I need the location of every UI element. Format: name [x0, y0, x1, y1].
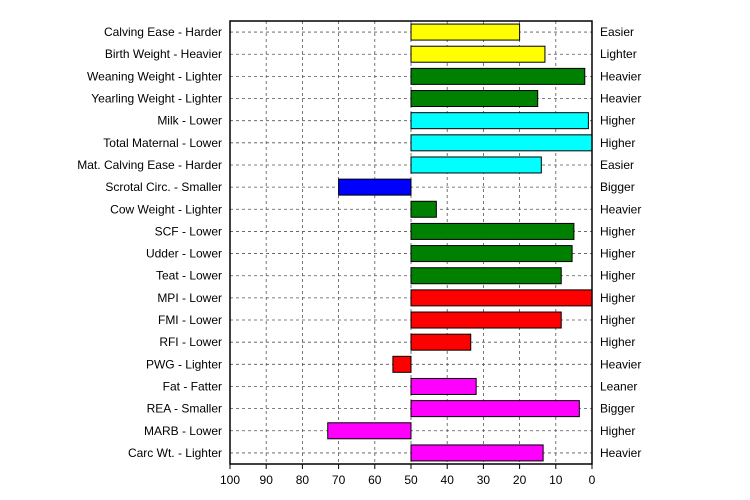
x-tick-label: 30: [477, 473, 491, 487]
bar: [338, 178, 412, 196]
left-label: REA - Smaller: [147, 402, 222, 416]
bar: [410, 156, 542, 174]
x-tick-label: 90: [260, 473, 274, 487]
right-label: Higher: [600, 136, 635, 150]
right-label: Heavier: [600, 92, 641, 106]
left-label: Scrotal Circ. - Smaller: [105, 180, 222, 194]
left-label: Udder - Lower: [146, 247, 222, 261]
left-label: Calving Ease - Harder: [104, 25, 222, 39]
right-label: Heavier: [600, 357, 641, 371]
x-tick-label: 100: [220, 473, 240, 487]
left-label: Total Maternal - Lower: [103, 136, 222, 150]
left-label: PWG - Lighter: [146, 357, 222, 371]
bar: [410, 90, 539, 108]
bar: [410, 311, 562, 329]
bar: [410, 23, 521, 41]
gridlines: [230, 21, 592, 464]
x-tick-label: 50: [404, 473, 418, 487]
x-tick-label: 0: [589, 473, 596, 487]
bars: [327, 23, 593, 462]
right-label: Higher: [600, 269, 635, 283]
right-label: Lighter: [600, 47, 637, 61]
bar: [327, 422, 412, 440]
bar: [410, 267, 562, 285]
left-label: Birth Weight - Heavier: [105, 47, 222, 61]
left-label: Teat - Lower: [156, 269, 222, 283]
left-label: MPI - Lower: [157, 291, 222, 305]
left-label: Milk - Lower: [157, 114, 222, 128]
bar: [410, 333, 472, 351]
right-label: Higher: [600, 313, 635, 327]
left-label: MARB - Lower: [144, 424, 222, 438]
right-label: Heavier: [600, 69, 641, 83]
left-label: FMI - Lower: [158, 313, 222, 327]
x-tick-label: 70: [332, 473, 346, 487]
x-tick-label: 20: [513, 473, 527, 487]
bar: [410, 245, 573, 263]
right-label: Higher: [600, 224, 635, 238]
left-label: RFI - Lower: [159, 335, 222, 349]
right-label: Easier: [600, 158, 634, 172]
bar: [410, 222, 575, 240]
left-labels: Calving Ease - Harder Birth Weight - Heav…: [77, 25, 222, 460]
right-label: Higher: [600, 247, 635, 261]
left-label: Carc Wt. - Lighter: [128, 446, 222, 460]
right-label: Bigger: [600, 402, 635, 416]
right-label: Higher: [600, 291, 635, 305]
left-label: Cow Weight - Lighter: [110, 202, 222, 216]
x-tick-label: 40: [441, 473, 455, 487]
right-label: Bigger: [600, 180, 635, 194]
right-label: Higher: [600, 424, 635, 438]
bar: [410, 45, 546, 63]
bar: [410, 67, 586, 85]
right-label: Easier: [600, 25, 634, 39]
x-axis-ticks: 100 90 80 70 60 50 40 30 20 10 0: [220, 464, 596, 487]
right-labels: Easier Lighter Heavier Heavier Higher Higher E…: [600, 25, 641, 460]
left-label: Fat - Fatter: [163, 379, 222, 393]
bar: [410, 444, 544, 462]
x-tick-label: 60: [368, 473, 382, 487]
left-label: Mat. Calving Ease - Harder: [77, 158, 222, 172]
bar: [410, 134, 593, 152]
bar: [410, 112, 589, 130]
right-label: Heavier: [600, 202, 641, 216]
right-label: Leaner: [600, 379, 637, 393]
bar: [410, 400, 580, 418]
left-label: Weaning Weight - Lighter: [87, 69, 222, 83]
left-label: Yearling Weight - Lighter: [91, 92, 222, 106]
right-label: Heavier: [600, 446, 641, 460]
x-tick-label: 80: [296, 473, 310, 487]
right-label: Higher: [600, 114, 635, 128]
bar: [392, 355, 412, 373]
x-tick-label: 10: [549, 473, 563, 487]
right-label: Higher: [600, 335, 635, 349]
bar: [410, 377, 477, 395]
bar: [410, 289, 593, 307]
left-label: SCF - Lower: [155, 224, 222, 238]
bar: [410, 200, 437, 218]
